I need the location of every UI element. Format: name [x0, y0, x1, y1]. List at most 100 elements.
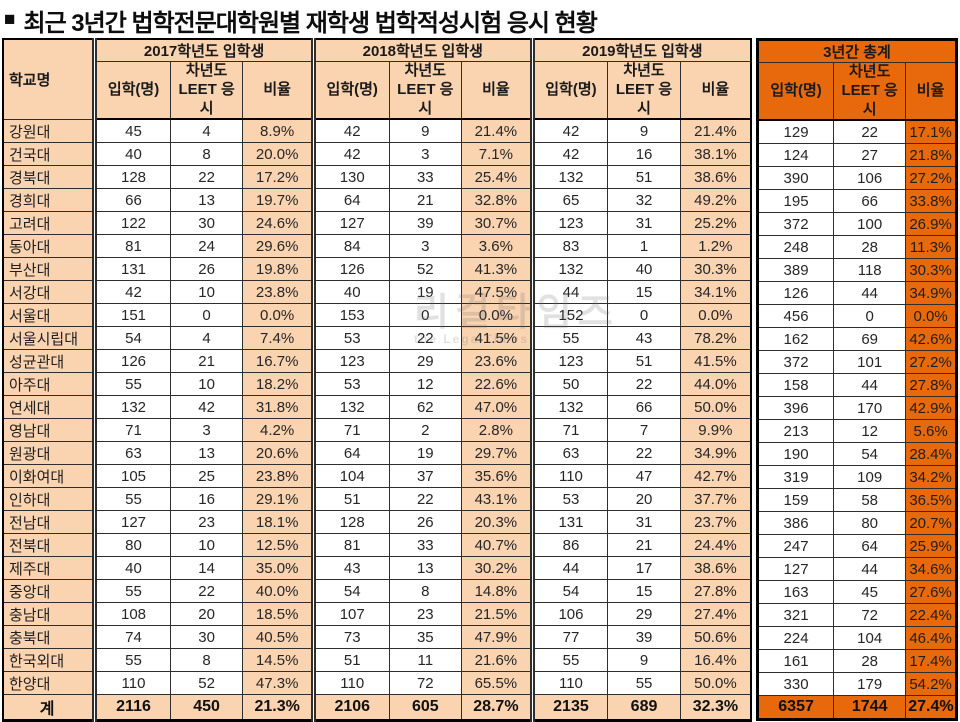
admitted-cell: 64: [310, 441, 390, 466]
admitted-cell: 127: [310, 211, 390, 236]
leet-cell: 22: [607, 441, 681, 466]
leet-cell: 3: [169, 418, 244, 443]
admitted-cell: 63: [529, 441, 609, 466]
admitted-cell: 50: [529, 372, 609, 397]
school-cell: 충북대: [2, 625, 96, 650]
leet-cell: 11: [388, 648, 463, 673]
leet-cell: 8: [388, 579, 463, 604]
admitted-cell: 81: [92, 234, 171, 259]
ratio-cell: 32.3%: [679, 694, 752, 722]
totals-table-row: 224 104 46.4%: [756, 626, 957, 651]
leet-cell: 17: [607, 556, 681, 581]
admitted-cell: 129: [756, 119, 835, 145]
admitted-cell: 122: [92, 211, 171, 236]
ratio-cell: 20.3%: [461, 510, 533, 535]
admitted-cell: 390: [756, 166, 835, 191]
leet-cell: 9: [607, 648, 681, 673]
ratio-cell: 50.0%: [679, 395, 752, 420]
leet-cell: 10: [169, 372, 244, 397]
leet-cell: 104: [833, 626, 907, 651]
table-row: 강원대 45 4 8.9% 42 9 21.4% 42 9 21.4%: [2, 118, 752, 144]
ratio-cell: 38.1%: [679, 142, 752, 167]
leet-cell: 30: [169, 625, 244, 650]
admitted-cell: 389: [756, 258, 835, 283]
school-cell: 동아대: [2, 234, 96, 259]
leet-cell: 40: [607, 257, 681, 282]
ratio-cell: 30.7%: [461, 211, 533, 236]
table-row: 제주대 40 14 35.0% 43 13 30.2% 44 17 38.6%: [2, 556, 752, 581]
admitted-cell: 108: [92, 602, 171, 627]
admitted-cell: 190: [756, 442, 835, 467]
admitted-cell: 132: [529, 165, 609, 190]
admitted-cell: 132: [92, 395, 171, 420]
leet-cell: 44: [833, 557, 907, 582]
ratio-cell: 22.6%: [461, 372, 533, 397]
school-cell: 연세대: [2, 395, 96, 420]
leet-cell: 689: [607, 694, 681, 722]
leet-cell: 170: [833, 396, 907, 421]
admitted-cell: 162: [756, 327, 835, 352]
leet-cell: 27: [833, 143, 907, 168]
leet-cell: 12: [833, 419, 907, 444]
ratio-cell: 27.4%: [679, 602, 752, 627]
col-header-leet: 차년도 LEET 응시: [833, 62, 907, 122]
leet-cell: 179: [833, 672, 907, 697]
admitted-cell: 51: [310, 487, 390, 512]
table-row: 경희대 66 13 19.7% 64 21 32.8% 65 32 49.2%: [2, 188, 752, 213]
admitted-cell: 6357: [756, 695, 835, 721]
table-row: 서울대 151 0 0.0% 153 0 0.0% 152 0 0.0%: [2, 303, 752, 328]
leet-cell: 72: [388, 671, 463, 696]
totals-table-row: 396 170 42.9%: [756, 396, 957, 421]
admitted-cell: 55: [92, 372, 171, 397]
leet-cell: 26: [169, 257, 244, 282]
leet-cell: 13: [388, 556, 463, 581]
leet-cell: 72: [833, 603, 907, 628]
school-cell: 경북대: [2, 165, 96, 190]
totals-table-row: 386 80 20.7%: [756, 511, 957, 536]
table-row: 영남대 71 3 4.2% 71 2 2.8% 71 7 9.9%: [2, 418, 752, 443]
totals-table-row: 6357 1744 27.4%: [756, 695, 957, 721]
leet-cell: 69: [833, 327, 907, 352]
totals-table-body: 129 22 17.1% 124 27 21.8% 390 106 27.2% 195 66 33.8…: [756, 119, 957, 721]
table-row: 연세대 132 42 31.8% 132 62 47.0% 132 66 50.0%: [2, 395, 752, 420]
ratio-cell: 20.0%: [242, 142, 314, 167]
sub-header-row: 입학(명) 차년도 LEET 응시 비율 입학(명) 차년도 LEET 응시 비…: [3, 61, 752, 121]
admitted-cell: 2106: [310, 694, 390, 722]
admitted-cell: 86: [529, 533, 609, 558]
leet-cell: 8: [169, 142, 244, 167]
school-cell: 한국외대: [2, 648, 96, 673]
ratio-cell: 12.5%: [242, 533, 314, 558]
section-header-2017: 2017학년도 입학생: [92, 38, 314, 62]
admitted-cell: 54: [529, 579, 609, 604]
leet-cell: 3: [388, 234, 463, 259]
admitted-cell: 386: [756, 511, 835, 536]
school-cell: 영남대: [2, 418, 96, 443]
table-row: 성균관대 126 21 16.7% 123 29 23.6% 123 51 41.5%: [2, 349, 752, 374]
leet-cell: 28: [833, 235, 907, 260]
leet-cell: 13: [169, 441, 244, 466]
school-cell: 제주대: [2, 556, 96, 581]
leet-cell: 10: [169, 533, 244, 558]
ratio-cell: 28.4%: [905, 442, 957, 467]
ratio-cell: 65.5%: [461, 671, 533, 696]
admitted-cell: 42: [310, 118, 390, 144]
admitted-cell: 40: [92, 142, 171, 167]
leet-cell: 33: [388, 533, 463, 558]
ratio-cell: 30.3%: [905, 258, 957, 283]
section-header-2018: 2018학년도 입학생: [310, 38, 533, 62]
ratio-cell: 21.4%: [679, 118, 752, 144]
admitted-cell: 396: [756, 396, 835, 421]
ratio-cell: 49.2%: [679, 188, 752, 213]
ratio-cell: 25.9%: [905, 534, 957, 559]
totals-table-row: 319 109 34.2%: [756, 465, 957, 490]
ratio-cell: 35.0%: [242, 556, 314, 581]
admitted-cell: 107: [310, 602, 390, 627]
admitted-cell: 372: [756, 350, 835, 375]
ratio-cell: 44.0%: [679, 372, 752, 397]
admitted-cell: 128: [92, 165, 171, 190]
admitted-cell: 123: [529, 211, 609, 236]
ratio-cell: 21.3%: [242, 694, 314, 722]
admitted-cell: 131: [529, 510, 609, 535]
admitted-cell: 65: [529, 188, 609, 213]
ratio-cell: 14.5%: [242, 648, 314, 673]
